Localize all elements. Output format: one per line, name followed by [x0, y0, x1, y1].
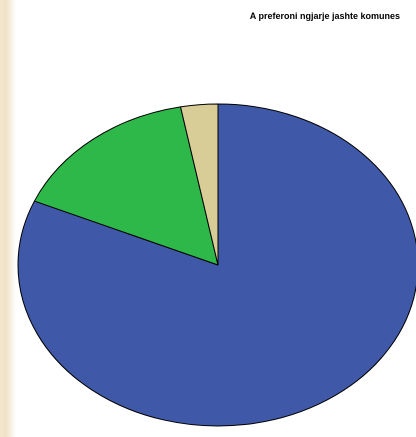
pie-slice-2 — [33, 106, 219, 266]
pie-slice-3 — [180, 103, 219, 266]
chart-title: A preferoni ngjarje jashte komunes — [249, 11, 400, 21]
